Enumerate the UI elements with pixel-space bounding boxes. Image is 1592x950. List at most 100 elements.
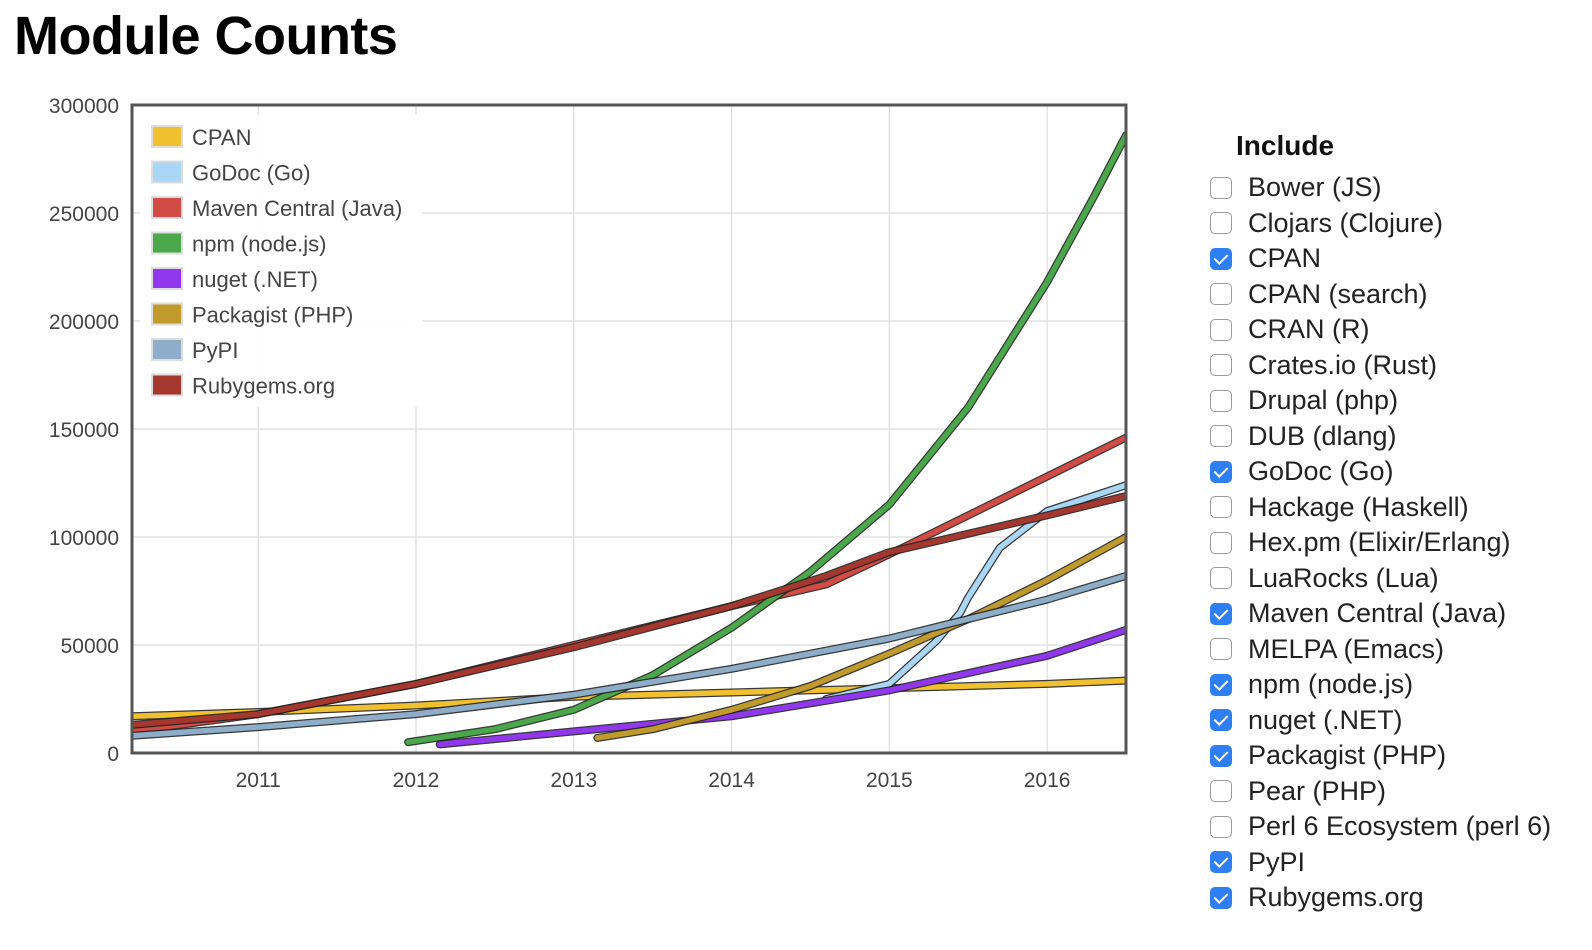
legend-label: nuget (.NET) [192, 267, 318, 292]
legend-label: Rubygems.org [192, 374, 335, 399]
legend-swatch [151, 125, 183, 148]
include-option[interactable]: CPAN [1210, 241, 1590, 277]
include-option-label: Bower (JS) [1248, 172, 1382, 203]
legend-swatch [151, 196, 183, 219]
page-title: Module Counts [14, 6, 398, 66]
series-line-packagist-php [594, 534, 1126, 741]
include-option-label: Rubygems.org [1248, 882, 1424, 913]
legend-label: PyPI [192, 338, 238, 363]
x-tick-label: 2012 [393, 769, 440, 792]
checkbox-unchecked[interactable] [1210, 531, 1232, 554]
include-option-label: nuget (.NET) [1248, 704, 1403, 735]
include-option-label: Packagist (PHP) [1248, 740, 1447, 771]
include-option[interactable]: PyPI [1210, 845, 1590, 881]
include-panel: Include Bower (JS) Clojars (Clojure) CPAN C… [1210, 128, 1590, 916]
checkbox-checked[interactable] [1210, 851, 1232, 874]
include-option[interactable]: nuget (.NET) [1210, 703, 1590, 739]
include-option-label: Hex.pm (Elixir/Erlang) [1248, 527, 1511, 558]
series-line-pypi [132, 573, 1126, 739]
plot-frame [130, 103, 1128, 755]
include-option[interactable]: npm (node.js) [1210, 667, 1590, 703]
legend-swatch [151, 302, 183, 326]
include-list: Bower (JS) Clojars (Clojure) CPAN CPAN (sea… [1210, 170, 1590, 916]
y-tick-label: 150000 [49, 419, 119, 442]
legend-label: npm (node.js) [192, 232, 327, 257]
legend-background [140, 115, 422, 407]
include-title: Include [1236, 130, 1335, 161]
include-option-label: npm (node.js) [1248, 669, 1414, 700]
checkbox-unchecked[interactable] [1210, 354, 1232, 377]
include-option-label: Drupal (php) [1248, 385, 1399, 416]
checkbox-unchecked[interactable] [1210, 815, 1232, 838]
include-option[interactable]: Pear (PHP) [1210, 774, 1590, 810]
checkbox-unchecked[interactable] [1210, 318, 1232, 341]
include-option-label: DUB (dlang) [1248, 420, 1397, 451]
include-option[interactable]: Hex.pm (Elixir/Erlang) [1210, 525, 1590, 561]
include-option[interactable]: Drupal (php) [1210, 383, 1590, 419]
checkbox-checked[interactable] [1210, 247, 1232, 270]
checkbox-unchecked[interactable] [1210, 176, 1232, 199]
legend-label: Maven Central (Java) [192, 196, 402, 221]
checkbox-checked[interactable] [1210, 460, 1232, 483]
include-option[interactable]: Bower (JS) [1210, 170, 1590, 206]
checkbox-unchecked[interactable] [1210, 567, 1232, 590]
include-option[interactable]: Rubygems.org [1210, 880, 1590, 916]
include-option[interactable]: Hackage (Haskell) [1210, 490, 1590, 526]
legend-label: GoDoc (Go) [192, 161, 311, 186]
checkbox-unchecked[interactable] [1210, 638, 1232, 661]
include-option[interactable]: DUB (dlang) [1210, 419, 1590, 455]
legend-swatch [151, 373, 183, 397]
include-option-label: CPAN (search) [1248, 278, 1428, 309]
include-option[interactable]: GoDoc (Go) [1210, 454, 1590, 490]
include-option[interactable]: CRAN (R) [1210, 312, 1590, 348]
include-option-label: CRAN (R) [1248, 314, 1370, 345]
y-tick-label: 50000 [61, 635, 119, 658]
x-tick-label: 2014 [708, 769, 755, 792]
x-tick-label: 2011 [236, 769, 281, 792]
checkbox-checked[interactable] [1210, 709, 1232, 732]
include-option[interactable]: MELPA (Emacs) [1210, 632, 1590, 668]
y-tick-label: 100000 [49, 527, 119, 550]
checkbox-checked[interactable] [1210, 886, 1232, 909]
include-option[interactable]: LuaRocks (Lua) [1210, 561, 1590, 597]
series-lines [132, 131, 1126, 749]
include-option[interactable]: CPAN (search) [1210, 277, 1590, 313]
legend-swatch [151, 160, 183, 184]
checkbox-unchecked[interactable] [1210, 212, 1232, 235]
include-option[interactable]: Crates.io (Rust) [1210, 348, 1590, 384]
legend-swatch [151, 338, 183, 361]
include-option-label: Perl 6 Ecosystem (perl 6) [1248, 811, 1552, 842]
module-counts-chart: 0 50000 100000 150000 200000 250000 300000 2011… [49, 95, 1128, 792]
include-option-label: CPAN [1248, 243, 1322, 274]
checkbox-unchecked[interactable] [1210, 283, 1232, 306]
checkbox-checked[interactable] [1210, 744, 1232, 767]
series-line-nuget-net [436, 627, 1126, 748]
series-line-rubygems-org [132, 493, 1126, 728]
include-option[interactable]: Packagist (PHP) [1210, 738, 1590, 774]
include-option-label: LuaRocks (Lua) [1248, 562, 1439, 593]
include-option[interactable]: Maven Central (Java) [1210, 596, 1590, 632]
include-option-label: Maven Central (Java) [1248, 598, 1507, 629]
y-tick-label: 0 [107, 743, 119, 766]
y-tick-label: 250000 [49, 203, 119, 226]
include-option[interactable]: Perl 6 Ecosystem (perl 6) [1210, 809, 1590, 845]
include-option[interactable]: Clojars (Clojure) [1210, 206, 1590, 242]
legend-label: Packagist (PHP) [192, 303, 353, 328]
include-option-label: PyPI [1248, 846, 1306, 877]
x-tick-label: 2013 [550, 769, 597, 792]
checkbox-unchecked[interactable] [1210, 496, 1232, 519]
checkbox-unchecked[interactable] [1210, 389, 1232, 412]
legend: CPAN GoDoc (Go) Maven Central (Java) npm (n… [140, 115, 422, 407]
y-tick-label: 300000 [49, 95, 119, 118]
include-option-label: Pear (PHP) [1248, 775, 1387, 806]
include-option-label: Clojars (Clojure) [1248, 207, 1444, 238]
checkbox-checked[interactable] [1210, 673, 1232, 696]
include-option-label: GoDoc (Go) [1248, 456, 1394, 487]
series-line-npm-node-js [405, 132, 1126, 745]
checkbox-unchecked[interactable] [1210, 425, 1232, 448]
include-option-label: Hackage (Haskell) [1248, 491, 1469, 522]
y-tick-label: 200000 [49, 311, 119, 334]
checkbox-checked[interactable] [1210, 602, 1232, 625]
checkbox-unchecked[interactable] [1210, 780, 1232, 803]
include-option-label: MELPA (Emacs) [1248, 633, 1445, 664]
